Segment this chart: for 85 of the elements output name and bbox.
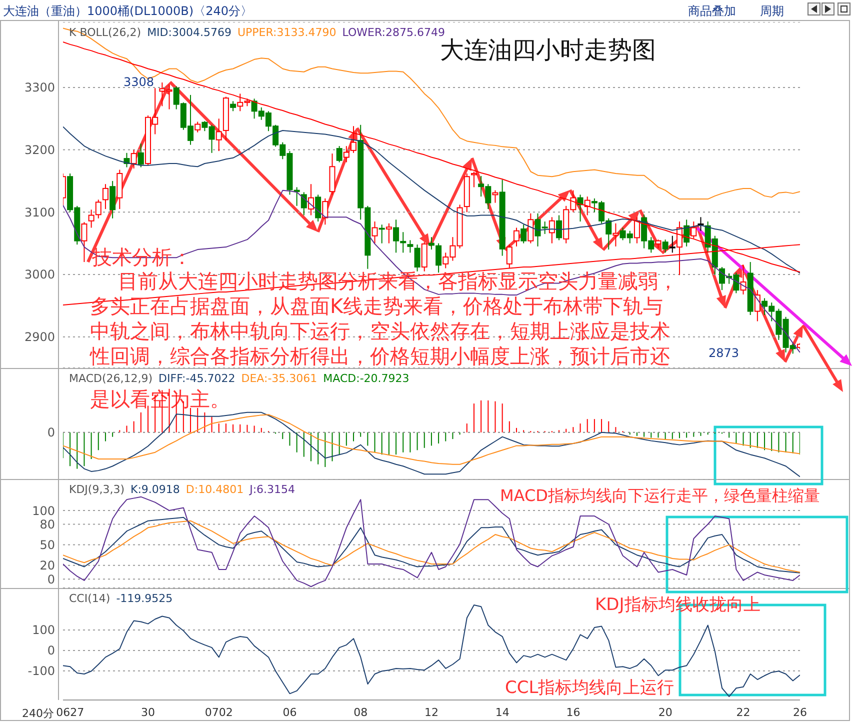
text: D:10.4801	[186, 483, 244, 496]
candlestick	[230, 100, 236, 112]
series-label: K:9.0918	[130, 483, 180, 496]
y-tick-label: 0	[47, 644, 55, 658]
x-tick-label: 26	[793, 706, 807, 719]
candlestick	[513, 227, 520, 247]
legend-title: CCI(14)	[69, 592, 110, 605]
text: DIFF:-45.7022	[158, 372, 236, 385]
annotation: 3308	[123, 75, 154, 89]
x-tick-label: 30	[141, 706, 156, 719]
candlestick	[548, 216, 555, 244]
x-axis-title: 240分	[22, 707, 54, 720]
candlestick	[322, 198, 328, 226]
candlestick	[421, 242, 428, 272]
x-tick-label: 0627	[56, 706, 84, 719]
candlestick	[216, 118, 222, 152]
candlestick	[102, 184, 108, 210]
line-series	[63, 28, 800, 200]
y-tick-label: 50	[40, 538, 55, 552]
candlestick	[690, 220, 697, 239]
candlestick	[88, 209, 94, 228]
text: LOWER:2875.6749	[342, 26, 445, 39]
candlestick	[378, 224, 385, 244]
candlestick	[698, 216, 704, 232]
candlestick	[754, 290, 760, 322]
candlestick	[436, 242, 442, 274]
candlestick	[343, 146, 350, 163]
candlestick	[634, 216, 640, 244]
annotation: CCL指标均线向上运行	[505, 678, 674, 698]
y-tick-label: -100	[28, 664, 55, 678]
y-tick-label: 2900	[24, 330, 55, 344]
candlestick	[194, 121, 201, 133]
y-tick-label: 3300	[24, 80, 55, 95]
y-tick-label: 20	[40, 558, 55, 573]
candlestick	[528, 212, 534, 244]
x-tick-label: 06	[282, 706, 297, 719]
x-tick-label: 14	[495, 706, 510, 719]
candlestick	[520, 224, 527, 244]
y-tick-label: 100	[32, 623, 55, 638]
text: MACD:-20.7923	[323, 372, 410, 385]
x-tick-label: 08	[354, 706, 368, 719]
candlestick	[470, 171, 477, 188]
candlestick	[556, 214, 562, 241]
y-tick-label: 80	[40, 518, 55, 532]
legend-title: MACD(26,12,9)	[69, 372, 153, 385]
candlestick	[612, 222, 619, 247]
text: DEA:-35.3061	[241, 372, 318, 385]
x-tick-label: 22	[736, 706, 750, 719]
x-tick-label: 20	[658, 706, 672, 719]
text: 周期	[760, 4, 784, 18]
text: 商品叠加	[688, 4, 736, 18]
candlestick	[138, 143, 144, 168]
legend-title: KDJ(9,3,3)	[69, 483, 124, 496]
text: MID:3004.5769	[147, 26, 232, 39]
annotation: MACD指标均线向下运行走平，绿色量柱缩量	[500, 486, 820, 505]
candlestick	[336, 146, 342, 163]
x-tick-label: 12	[424, 706, 438, 719]
candlestick	[110, 180, 116, 219]
y-tick-label: 3000	[24, 268, 55, 282]
candlestick	[130, 149, 137, 170]
candlestick	[300, 192, 307, 216]
x-tick-label: 16	[566, 706, 580, 719]
series-label: -119.9525	[116, 592, 173, 605]
candlestick	[669, 235, 676, 254]
candlestick	[372, 220, 378, 244]
candlestick	[492, 190, 498, 204]
candlestick	[414, 244, 420, 272]
candlestick	[386, 222, 392, 244]
y-tick-label: 3200	[24, 143, 55, 158]
y-tick-label: 3100	[24, 205, 55, 220]
text: 大连油四小时走势图	[440, 36, 656, 64]
annotation: 2873	[708, 346, 739, 360]
candlestick	[662, 239, 668, 254]
chart-subtitle: 大连油（重油）1000桶(DL1000B)〈240分〉	[3, 4, 253, 18]
text: UPPER:3133.4790	[237, 26, 336, 39]
series-label: J:6.3154	[250, 483, 296, 496]
y-tick-label: 100	[32, 504, 55, 518]
candlestick	[81, 222, 88, 263]
y-tick-label: 0	[47, 572, 55, 586]
candlestick	[407, 240, 414, 254]
candlestick	[428, 236, 434, 250]
candlestick	[95, 199, 102, 219]
candlestick	[315, 194, 322, 222]
x-tick-label: 0702	[204, 706, 233, 719]
candlestick	[350, 126, 357, 154]
